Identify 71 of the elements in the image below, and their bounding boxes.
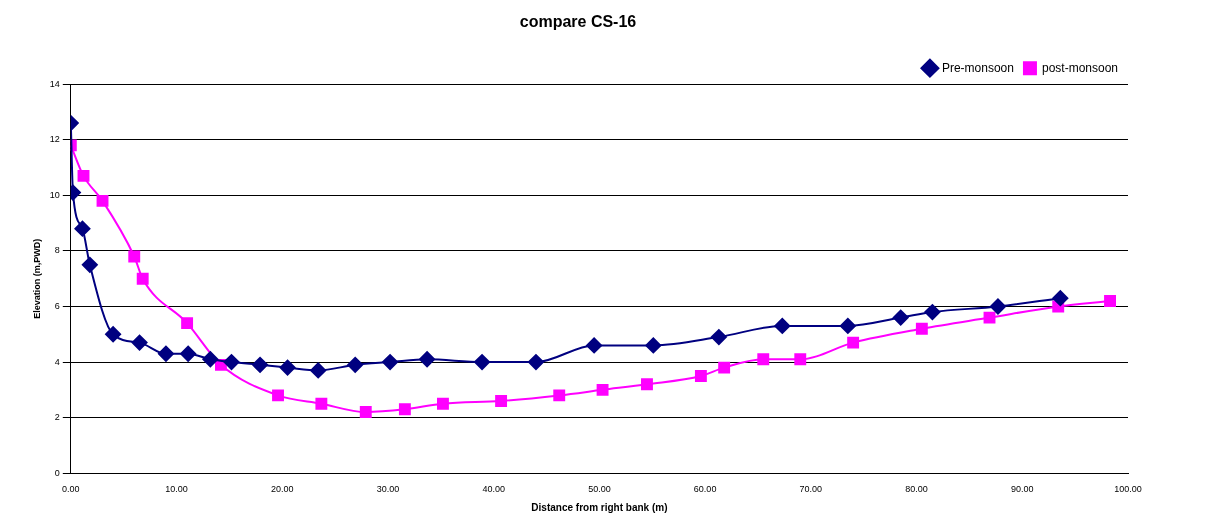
x-tick-label: 80.00 [905, 484, 928, 495]
chart-title: compare CS-16 [519, 13, 637, 31]
legend-label: post-monsoon [1041, 60, 1118, 75]
point [915, 322, 928, 335]
point [645, 337, 662, 354]
point [641, 378, 653, 391]
point [718, 361, 731, 374]
point [892, 309, 909, 326]
y-tick-label: 8 [54, 245, 60, 256]
legend-label: Pre-monsoon [941, 60, 1014, 75]
point [983, 311, 996, 324]
point [77, 169, 90, 182]
point [710, 329, 727, 346]
point [586, 337, 603, 354]
point [359, 406, 372, 419]
y-tick-label: 6 [54, 300, 60, 311]
x-tick-label: 60.00 [693, 484, 717, 495]
point [419, 351, 436, 368]
point [527, 354, 544, 371]
point [694, 370, 707, 382]
x-tick-label: 40.00 [482, 484, 505, 495]
point [223, 354, 240, 371]
point [436, 397, 449, 410]
y-tick-label: 2 [54, 412, 60, 423]
point [252, 356, 269, 373]
x-axis-title: Distance from right bank (m) [531, 501, 668, 513]
point [1104, 294, 1116, 307]
x-tick-label: 90.00 [1011, 484, 1034, 495]
point [202, 351, 219, 368]
x-tick-label: 100.00 [1114, 484, 1142, 495]
point [989, 298, 1006, 315]
y-tick-label: 12 [49, 134, 60, 145]
point [181, 317, 194, 330]
y-tick-label: 4 [54, 356, 60, 367]
point [1052, 290, 1069, 307]
point [96, 194, 109, 207]
point [847, 336, 860, 349]
point [382, 354, 399, 371]
point [74, 220, 91, 237]
point [81, 256, 98, 273]
x-tick-label: 50.00 [588, 484, 611, 495]
x-tick-label: 10.00 [165, 484, 188, 495]
y-axis-title: Elevation (m,PWD) [31, 238, 42, 319]
point [794, 353, 807, 366]
point [315, 397, 328, 410]
point [272, 389, 284, 402]
point [157, 345, 174, 362]
point [596, 383, 609, 396]
point [180, 345, 197, 362]
x-tick-label: 20.00 [270, 484, 294, 495]
point [495, 395, 508, 407]
point [474, 354, 491, 371]
point [128, 250, 141, 263]
point [136, 272, 149, 285]
point [310, 362, 327, 379]
point [757, 353, 770, 366]
x-tick-label: 0.00 [62, 484, 80, 495]
point [924, 304, 941, 321]
point [347, 356, 364, 373]
y-tick-label: 0 [54, 467, 60, 478]
x-tick-label: 30.00 [376, 484, 400, 495]
point [105, 326, 122, 343]
point [553, 389, 566, 402]
y-tick-label: 10 [49, 189, 60, 200]
x-tick-label: 70.00 [799, 484, 823, 495]
point [279, 359, 296, 376]
point [774, 317, 791, 334]
y-tick-label: 14 [49, 78, 60, 89]
point [839, 317, 856, 334]
point [398, 403, 411, 416]
point [131, 334, 148, 351]
